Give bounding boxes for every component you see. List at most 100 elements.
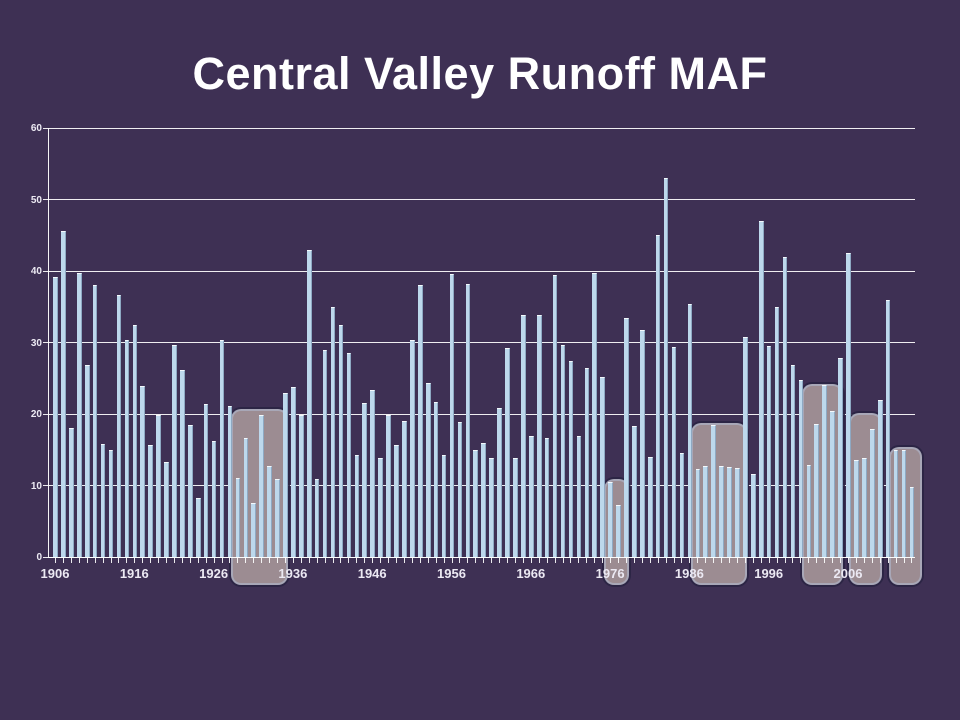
y-axis-tick bbox=[43, 485, 48, 486]
bar-1975 bbox=[600, 376, 605, 558]
x-axis-tick bbox=[816, 558, 818, 563]
bar-1926 bbox=[211, 441, 217, 558]
bar-1964 bbox=[513, 457, 518, 558]
bar-1940 bbox=[322, 349, 328, 558]
x-axis-line bbox=[48, 557, 915, 558]
bar-2008 bbox=[862, 458, 867, 558]
y-axis-label: 60 bbox=[30, 123, 42, 134]
y-axis-tick bbox=[43, 270, 48, 272]
x-axis-tick bbox=[388, 558, 390, 563]
bar-1942 bbox=[338, 324, 344, 558]
x-axis-tick bbox=[380, 558, 382, 563]
x-axis-tick bbox=[451, 558, 453, 563]
x-axis-tick bbox=[530, 558, 532, 563]
bar-2007 bbox=[854, 460, 859, 558]
x-axis-tick bbox=[189, 558, 191, 563]
x-axis-tick bbox=[340, 558, 342, 563]
bar-1961 bbox=[489, 457, 494, 558]
bar-1906 bbox=[53, 276, 58, 558]
x-axis-tick bbox=[618, 558, 620, 563]
x-axis-tick bbox=[665, 558, 667, 563]
x-axis-tick bbox=[633, 558, 635, 563]
bar-1936 bbox=[291, 386, 296, 558]
x-axis-tick bbox=[522, 558, 524, 563]
x-axis-tick bbox=[110, 558, 112, 563]
x-axis-tick bbox=[848, 558, 849, 563]
bar-1951 bbox=[410, 339, 415, 558]
bar-1909 bbox=[76, 273, 82, 558]
x-axis-tick bbox=[284, 558, 286, 563]
x-axis-label-1986: 1986 bbox=[674, 566, 704, 581]
bar-1946 bbox=[370, 390, 375, 558]
x-axis-tick bbox=[467, 558, 469, 563]
y-axis-label: 20 bbox=[30, 409, 42, 420]
x-axis-tick bbox=[332, 558, 334, 563]
x-axis-label-1966: 1966 bbox=[516, 566, 546, 581]
x-axis-tick bbox=[435, 558, 437, 563]
bar-1959 bbox=[473, 450, 479, 558]
x-axis-tick bbox=[483, 558, 485, 563]
bar-1987 bbox=[695, 469, 701, 558]
bar-2004 bbox=[830, 411, 835, 558]
x-axis-tick bbox=[419, 558, 421, 563]
x-axis-tick bbox=[729, 558, 731, 563]
gridline-30 bbox=[48, 342, 915, 343]
bar-1990 bbox=[719, 466, 724, 558]
bar-1965 bbox=[521, 315, 526, 558]
bar-1966 bbox=[529, 436, 534, 558]
x-axis-tick bbox=[840, 558, 842, 563]
x-axis-tick bbox=[475, 558, 477, 563]
x-axis-label-1976: 1976 bbox=[595, 566, 625, 581]
x-axis-tick bbox=[253, 558, 255, 563]
x-axis-tick bbox=[499, 558, 501, 563]
x-axis-label-1936: 1936 bbox=[278, 566, 308, 581]
x-axis-tick bbox=[625, 558, 627, 563]
bar-1986 bbox=[687, 303, 693, 558]
x-axis-tick bbox=[102, 558, 104, 563]
x-axis-tick bbox=[514, 558, 516, 563]
bar-1907 bbox=[61, 230, 66, 558]
bar-1931 bbox=[251, 502, 257, 558]
x-axis-tick bbox=[681, 558, 683, 563]
x-axis-tick bbox=[744, 558, 746, 563]
bar-1952 bbox=[417, 285, 423, 558]
x-axis-tick bbox=[395, 558, 397, 563]
bar-1943 bbox=[346, 353, 352, 558]
bar-1925 bbox=[203, 403, 209, 558]
x-axis-tick bbox=[768, 558, 770, 563]
y-axis-tick bbox=[43, 556, 48, 558]
bar-1995 bbox=[758, 220, 764, 558]
x-axis-tick bbox=[903, 558, 905, 563]
x-axis-tick bbox=[570, 558, 572, 563]
bar-1972 bbox=[576, 436, 582, 558]
x-axis-tick bbox=[855, 558, 857, 563]
x-axis-tick bbox=[403, 558, 405, 563]
x-axis-tick bbox=[657, 558, 659, 563]
x-axis-tick bbox=[776, 558, 778, 563]
bar-1913 bbox=[108, 449, 114, 558]
x-axis-tick bbox=[197, 558, 199, 563]
bar-1982 bbox=[655, 235, 661, 558]
bar-1929 bbox=[235, 478, 241, 558]
bar-2006 bbox=[846, 253, 851, 558]
bar-2013 bbox=[901, 449, 907, 558]
bar-1928 bbox=[227, 406, 233, 558]
bar-1934 bbox=[275, 479, 280, 558]
gridline-40 bbox=[48, 270, 915, 272]
bar-1947 bbox=[378, 458, 383, 558]
x-axis-tick bbox=[324, 558, 326, 563]
x-axis-tick bbox=[808, 558, 810, 563]
bar-1941 bbox=[330, 306, 336, 558]
y-axis-label: 10 bbox=[30, 480, 42, 492]
bar-1927 bbox=[219, 340, 225, 558]
x-axis-tick bbox=[308, 558, 310, 563]
x-axis-tick bbox=[736, 558, 738, 563]
x-axis-tick bbox=[261, 558, 263, 563]
y-axis-label: 0 bbox=[36, 552, 42, 563]
bar-1924 bbox=[195, 498, 201, 558]
bar-1908 bbox=[69, 428, 74, 558]
bar-2005 bbox=[838, 357, 843, 558]
x-axis-tick bbox=[459, 558, 461, 563]
bar-1922 bbox=[180, 369, 185, 558]
